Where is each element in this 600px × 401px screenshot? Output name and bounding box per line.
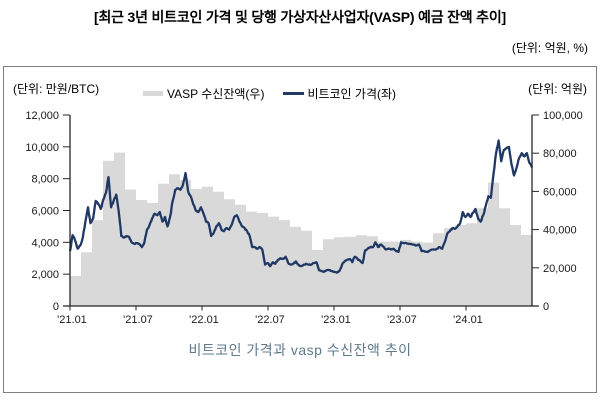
right-axis-unit-label: (단위: 억원)	[528, 82, 587, 96]
left-axis-tick-label: 4,000	[31, 237, 59, 249]
left-axis-tick-label: 0	[53, 301, 59, 313]
legend-line-label: 비트코인 가격(좌)	[307, 86, 397, 101]
right-axis-tick-label: 40,000	[543, 225, 577, 237]
chart-frame: (단위: 만원/BTC) (단위: 억원) VASP 수신잔액(우) 비트코인 …	[3, 66, 597, 393]
btc-line-series	[68, 139, 534, 274]
x-axis-tick-label: '22.07	[255, 314, 285, 326]
x-axis-tick-label: '21.07	[123, 314, 153, 326]
left-axis-tick-label: 8,000	[31, 174, 59, 186]
x-axis-tick-label: '23.07	[387, 314, 417, 326]
right-axis-tick-label: 80,000	[543, 148, 577, 160]
legend-area-swatch	[143, 90, 163, 96]
right-axis-tick-label: 20,000	[543, 263, 577, 275]
left-axis-tick-label: 2,000	[31, 269, 59, 281]
legend-line-swatch	[283, 91, 305, 95]
x-axis-tick-label: '21.01	[57, 314, 87, 326]
x-axis-tick-label: '22.01	[189, 314, 219, 326]
unit-note: (단위: 억원, %)	[511, 41, 588, 55]
x-axis-tick-label: '23.01	[321, 314, 351, 326]
legend-area-label: VASP 수신잔액(우)	[167, 86, 265, 101]
left-axis-tick-label: 6,000	[31, 206, 59, 218]
right-axis-tick-label: 60,000	[543, 186, 577, 198]
chart-legend: VASP 수신잔액(우) 비트코인 가격(좌)	[143, 85, 396, 101]
right-axis-tick-label: 0	[543, 301, 549, 313]
page-title: [최근 3년 비트코인 가격 및 당행 가상자산사업자(VASP) 예금 잔액 …	[94, 9, 506, 25]
chart-caption: 비트코인 가격과 vasp 수신잔액 추이	[188, 342, 412, 358]
left-axis-unit-label: (단위: 만원/BTC)	[13, 82, 100, 96]
left-axis-tick-label: 10,000	[25, 142, 59, 154]
left-axis-tick-label: 12,000	[25, 110, 59, 122]
x-axis-tick-label: '24.01	[453, 314, 483, 326]
right-axis-tick-label: 100,000	[543, 110, 583, 122]
chart-plot-area: 0 2,000 4,000 6,000 8,000 10,000 12,000 0 20,000…	[25, 110, 583, 326]
vasp-area-series	[70, 152, 532, 306]
